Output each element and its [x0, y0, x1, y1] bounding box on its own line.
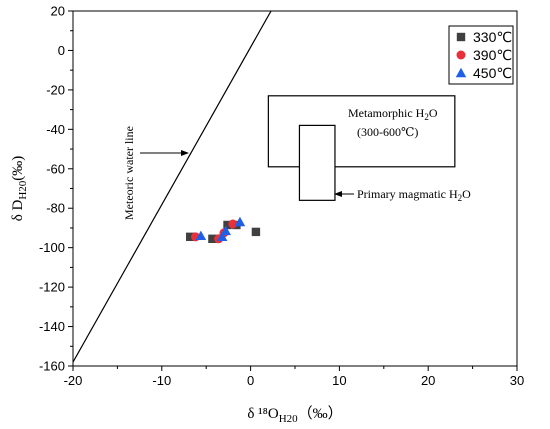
- metamorphic-label: Metamorphic H2O: [348, 106, 438, 122]
- y-tick-label: 20: [51, 4, 65, 19]
- y-tick-label: -100: [39, 240, 65, 255]
- magmatic-box: [298, 124, 336, 201]
- x-tick-label: 10: [332, 373, 346, 388]
- magmatic-arrowhead: [334, 191, 342, 197]
- metamorphic-temp-label: (300-600℃): [357, 125, 418, 139]
- meteoric-arrowhead: [181, 150, 189, 156]
- legend-marker-square: [456, 32, 466, 42]
- data-point-circle: [228, 219, 238, 229]
- x-axis-title: δ ¹⁸OH20（‰）: [247, 405, 342, 425]
- x-tick-label: -10: [152, 373, 171, 388]
- data-point-triangle: [195, 230, 207, 241]
- y-tick-label: -20: [46, 82, 65, 97]
- y-tick-label: -120: [39, 280, 65, 295]
- x-tick-label: -20: [64, 373, 83, 388]
- y-tick-label: -140: [39, 319, 65, 334]
- metamorphic-box: [267, 95, 456, 168]
- y-tick-label: -160: [39, 359, 65, 374]
- y-tick-label: -60: [46, 161, 65, 176]
- legend-label: 330℃: [473, 29, 512, 45]
- y-tick-label: 0: [58, 43, 65, 58]
- meteoric-water-line: [73, 11, 272, 363]
- y-tick-label: -80: [46, 201, 65, 216]
- meteoric-line-label: Meteoric water line: [122, 126, 136, 220]
- data-point-triangle: [220, 225, 231, 236]
- magmatic-label: Primary magmatic H2O: [357, 187, 471, 203]
- legend-marker-circle: [456, 50, 466, 60]
- y-axis-title: δ DH20(‰): [10, 156, 29, 222]
- data-point-square: [251, 227, 261, 237]
- data-point-triangle: [216, 231, 228, 242]
- data-point-triangle: [234, 216, 246, 227]
- data-point-square: [208, 234, 217, 243]
- data-point-square: [223, 220, 232, 230]
- x-tick-label: 30: [510, 373, 524, 388]
- x-tick-label: 0: [247, 373, 254, 388]
- x-tick-label: 20: [421, 373, 435, 388]
- y-tick-label: -40: [46, 122, 65, 137]
- legend-label: 390℃: [473, 47, 512, 63]
- legend-marker-triangle: [455, 67, 467, 78]
- data-point-square: [186, 232, 195, 242]
- legend-label: 450℃: [473, 65, 512, 81]
